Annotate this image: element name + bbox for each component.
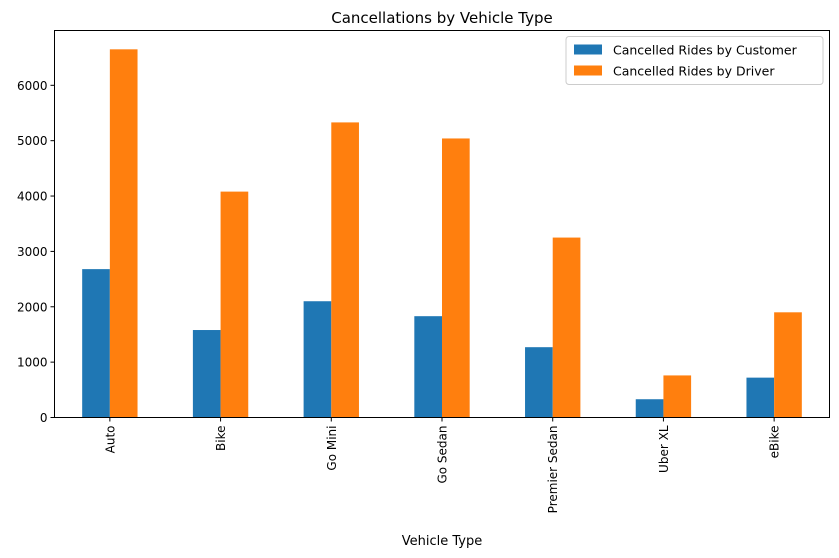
x-tick-label: Bike xyxy=(214,426,228,451)
legend-label: Cancelled Rides by Customer xyxy=(613,43,798,58)
bar-driver-go-sedan xyxy=(442,138,470,418)
x-tick-label: Premier Sedan xyxy=(546,426,560,514)
y-tick-label: 3000 xyxy=(17,245,48,259)
x-axis: Auto Bike Go Mini Go Sedan Premier Sedan Uber… xyxy=(103,417,782,514)
bar-customer-bike xyxy=(192,330,221,418)
y-tick-label: 2000 xyxy=(17,300,48,314)
legend-swatch xyxy=(574,44,602,55)
legend-box xyxy=(565,36,824,85)
legend-label: Cancelled Rides by Driver xyxy=(613,64,775,79)
bars-group xyxy=(82,49,802,418)
x-tick-label: Go Mini xyxy=(325,426,339,471)
bar-customer-premier-sedan xyxy=(525,347,553,418)
bar-customer-uber-xl xyxy=(635,399,664,418)
bar-driver-ebike xyxy=(774,312,802,418)
bar-driver-uber-xl xyxy=(663,375,692,418)
bar-driver-premier-sedan xyxy=(552,237,581,418)
bar-customer-auto xyxy=(82,269,110,418)
y-tick-label: 1000 xyxy=(17,356,48,370)
chart-title: Cancellations by Vehicle Type xyxy=(331,9,553,27)
y-tick-label: 4000 xyxy=(17,190,48,204)
bar-driver-go-mini xyxy=(331,122,359,418)
x-tick-label: Go Sedan xyxy=(436,426,450,484)
y-tick-label: 0 xyxy=(40,411,48,425)
legend-swatch xyxy=(574,65,602,76)
x-tick-label: Auto xyxy=(103,426,117,454)
x-tick-label: Uber XL xyxy=(657,425,671,473)
bar-customer-ebike xyxy=(746,377,775,418)
bar-customer-go-sedan xyxy=(414,316,442,418)
y-tick-label: 5000 xyxy=(17,134,48,148)
bar-driver-auto xyxy=(109,49,138,418)
bar-driver-bike xyxy=(220,191,249,418)
legend: Cancelled Rides by Customer Cancelled Rid… xyxy=(565,36,824,85)
x-tick-label: eBike xyxy=(768,426,782,459)
bar-customer-go-mini xyxy=(303,301,332,418)
y-axis: 0 1000 2000 3000 4000 5000 6000 xyxy=(17,79,55,425)
x-axis-label: Vehicle Type xyxy=(402,534,482,549)
y-tick-label: 6000 xyxy=(17,79,48,93)
plot-frame xyxy=(54,30,830,418)
